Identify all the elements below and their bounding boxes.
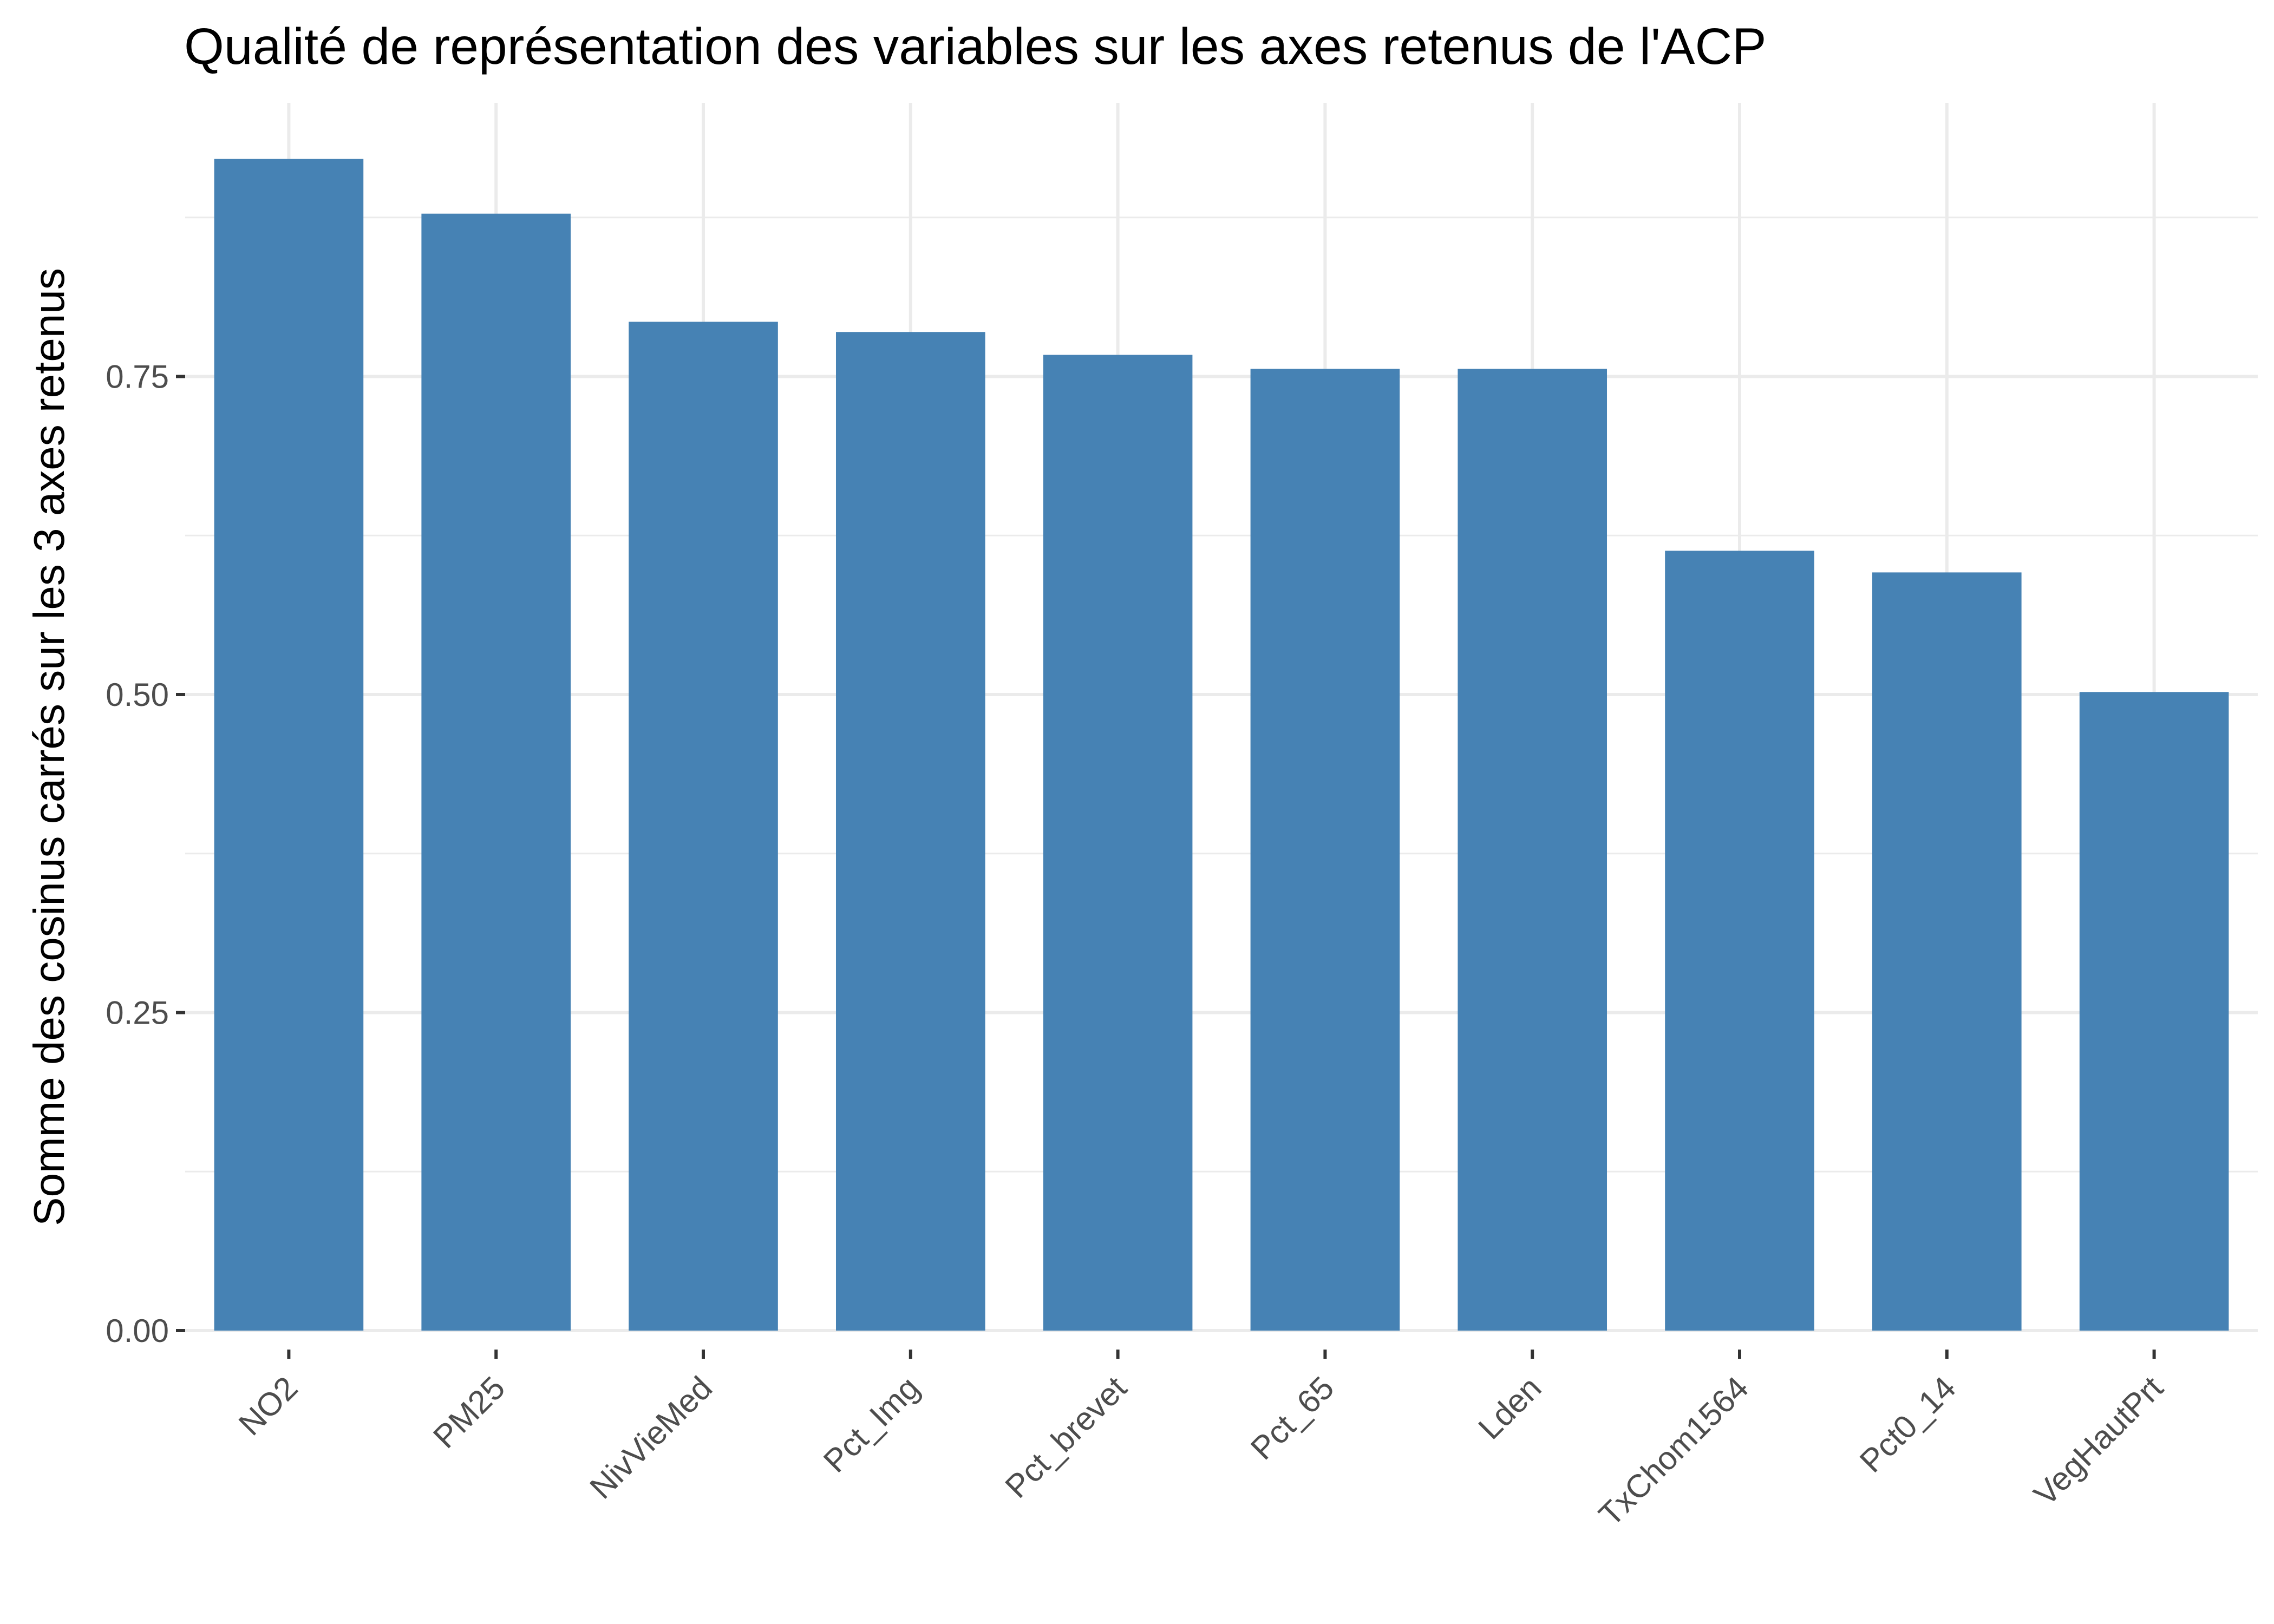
- bar-Pct_65: [1250, 369, 1400, 1331]
- x-tick-label-6: Lden: [1472, 1370, 1548, 1446]
- x-tick-label-7: TxChom1564: [1592, 1370, 1755, 1533]
- bar-Lden: [1458, 369, 1608, 1331]
- x-tick-label-0: NO2: [232, 1370, 305, 1443]
- x-tick-label-2: NivVieMed: [583, 1370, 719, 1506]
- bars: [214, 159, 2229, 1331]
- x-tick-label-8: Pct0_14: [1853, 1370, 1963, 1479]
- x-tick-label-3: Pct_Img: [816, 1370, 926, 1479]
- x-tick-label-5: Pct_65: [1244, 1370, 1341, 1466]
- x-axis: NO2 PM25 NivVieMed Pct_Img Pct_brevet Pct_65 L…: [232, 1350, 2170, 1533]
- bar-VegHautPrt: [2079, 692, 2229, 1331]
- bar-Pct_Img: [835, 332, 985, 1331]
- bar-NO2: [214, 159, 364, 1331]
- y-tick-label-2: 0.50: [106, 677, 169, 713]
- y-tick-label-3: 0.75: [106, 359, 169, 395]
- y-axis-label: Somme des cosinus carrés sur les 3 axes …: [25, 268, 73, 1226]
- x-tick-label-1: PM25: [426, 1370, 512, 1455]
- bar-TxChom1564: [1665, 551, 1814, 1331]
- y-axis: 0.00 0.25 0.50 0.75: [106, 359, 185, 1349]
- bar-PM25: [421, 213, 571, 1331]
- y-tick-label-1: 0.25: [106, 995, 169, 1031]
- x-tick-label-4: Pct_brevet: [998, 1370, 1134, 1505]
- y-tick-label-0: 0.00: [106, 1313, 169, 1349]
- bar-Pct0_14: [1872, 572, 2022, 1331]
- x-tick-label-9: VegHautPrt: [2027, 1370, 2170, 1513]
- bar-Pct_brevet: [1043, 355, 1193, 1331]
- bar-NivVieMed: [629, 322, 778, 1331]
- chart-title: Qualité de représentation des variables …: [184, 18, 1767, 75]
